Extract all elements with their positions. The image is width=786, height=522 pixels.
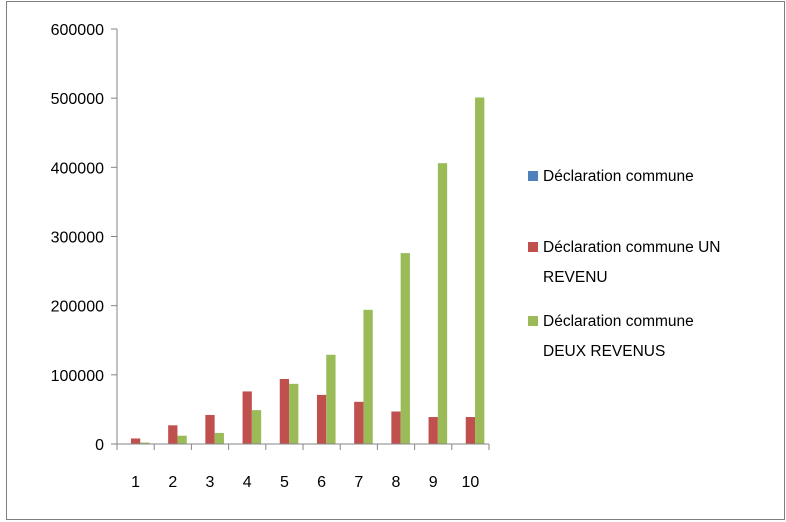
x-tick-label: 7 (354, 474, 363, 491)
x-tick-label: 5 (280, 474, 289, 491)
legend-label: Déclaration commune (543, 313, 694, 330)
bar-series-3-cat-9 (437, 163, 448, 444)
bar-series-3-cat-6 (326, 354, 336, 444)
legend-item-1: Déclaration commune (528, 168, 694, 185)
x-tick-label: 9 (429, 474, 438, 491)
bar-series-2-cat-2 (168, 425, 178, 444)
legend: Déclaration commune Déclaration commune U… (528, 168, 720, 360)
y-tick-label: 300000 (51, 230, 104, 247)
y-tick-label: 0 (95, 437, 104, 454)
x-tick-label: 3 (206, 474, 215, 491)
bar-series-2-cat-3 (205, 414, 215, 444)
bar-series-3-cat-2 (177, 435, 187, 444)
legend-item-3: Déclaration commune DEUX REVENUS (528, 313, 694, 360)
legend-swatch (528, 316, 538, 326)
bar-series-2-cat-1 (130, 438, 141, 444)
legend-label: Déclaration commune UN (543, 239, 720, 256)
y-tick-label: 400000 (51, 160, 104, 177)
bar-series-2-cat-6 (316, 394, 327, 444)
x-tick-label: 1 (131, 474, 140, 491)
bar-series-3-cat-5 (289, 383, 299, 444)
y-tick-label: 100000 (51, 368, 104, 385)
y-tick-label: 600000 (51, 22, 104, 39)
bar-series-2-cat-8 (391, 411, 401, 444)
legend-label: Déclaration commune (543, 168, 694, 185)
x-tick-label: 10 (462, 474, 480, 491)
y-tick-label: 200000 (51, 299, 104, 316)
bar-series-2-cat-9 (428, 417, 438, 444)
bar-series-3-cat-10 (475, 97, 485, 444)
bar-series-3-cat-7 (363, 309, 373, 444)
legend-item-2: Déclaration commune UN REVENU (528, 239, 720, 286)
bar-series-2-cat-4 (242, 391, 252, 444)
legend-swatch (528, 242, 538, 252)
bar-series-2-cat-5 (279, 378, 290, 444)
bar-series-3-cat-4 (251, 410, 262, 444)
bars (130, 97, 485, 444)
y-tick-label: 500000 (51, 91, 104, 108)
bar-series-3-cat-3 (214, 432, 224, 444)
y-axis-ticks: 0 100000 200000 300000 400000 500000 600000 (51, 22, 117, 454)
legend-swatch (528, 171, 538, 181)
x-tick-label: 4 (243, 474, 252, 491)
x-axis-ticks: 1 2 3 4 5 6 7 8 9 10 (116, 444, 490, 491)
bar-series-3-cat-8 (400, 253, 410, 444)
x-tick-label: 6 (317, 474, 326, 491)
x-tick-label: 2 (168, 474, 177, 491)
legend-label: REVENU (543, 269, 608, 286)
bar-series-3-cat-1 (140, 442, 150, 444)
bar-series-2-cat-7 (354, 401, 364, 444)
x-tick-label: 8 (392, 474, 401, 491)
legend-label: DEUX REVENUS (543, 343, 665, 360)
bar-series-2-cat-10 (465, 417, 476, 444)
